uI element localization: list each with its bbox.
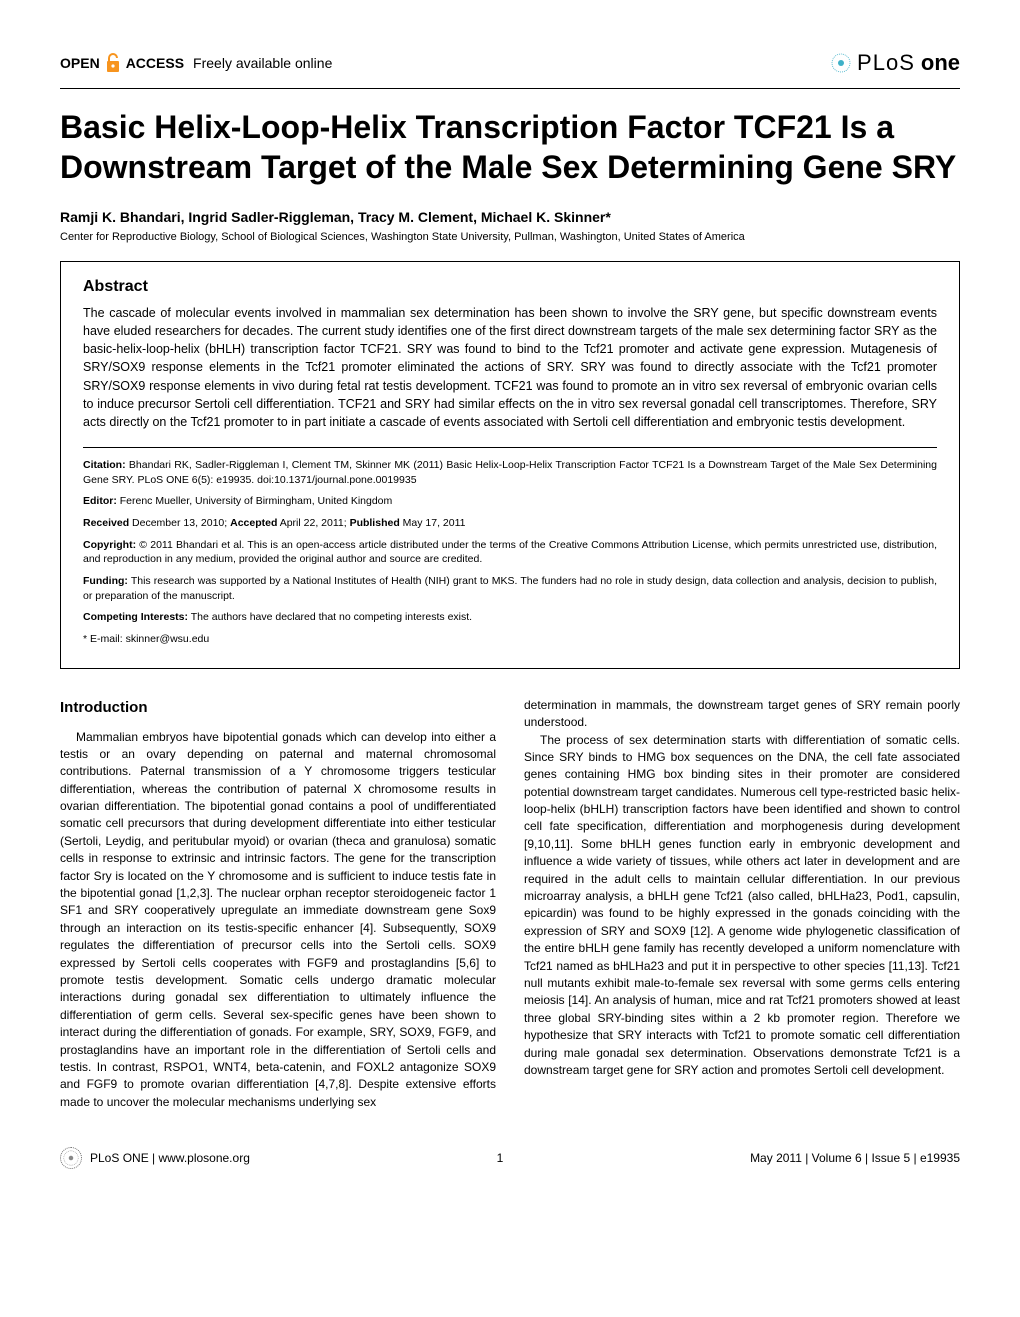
abstract-divider (83, 447, 937, 448)
email-text: skinner@wsu.edu (126, 633, 210, 645)
abstract-heading: Abstract (83, 278, 937, 296)
footer-left-text: PLoS ONE | www.plosone.org (90, 1151, 250, 1165)
top-rule (60, 88, 960, 89)
funding-line: Funding: This research was supported by … (83, 574, 937, 603)
intro-paragraph-2: determination in mammals, the downstream… (524, 697, 960, 732)
copyright-line: Copyright: © 2011 Bhandari et al. This i… (83, 538, 937, 567)
freely-available-label: Freely available online (193, 55, 332, 71)
page-container: OPEN ACCESS Freely available online PLoS… (0, 0, 1020, 1199)
intro-paragraph-3: The process of sex determination starts … (524, 732, 960, 1080)
copyright-label: Copyright: (83, 539, 136, 551)
dates-line: Received December 13, 2010; Accepted Apr… (83, 516, 937, 531)
journal-logo: PLoS one (831, 50, 960, 76)
citation-text: Bhandari RK, Sadler-Riggleman I, Clement… (83, 459, 937, 486)
abstract-text: The cascade of molecular events involved… (83, 304, 937, 431)
citation-line: Citation: Bhandari RK, Sadler-Riggleman … (83, 458, 937, 487)
competing-label: Competing Interests: (83, 611, 188, 623)
competing-text: The authors have declared that no compet… (188, 611, 472, 623)
one-text: one (921, 50, 960, 76)
funding-text: This research was supported by a Nationa… (83, 575, 937, 602)
affiliation-line: Center for Reproductive Biology, School … (60, 231, 960, 243)
open-label: OPEN (60, 55, 100, 71)
plos-icon (831, 53, 851, 73)
copyright-text: © 2011 Bhandari et al. This is an open-a… (83, 539, 937, 566)
intro-paragraph-1: Mammalian embryos have bipotential gonad… (60, 729, 496, 1112)
footer-page-number: 1 (497, 1151, 504, 1165)
article-title: Basic Helix-Loop-Helix Transcription Fac… (60, 107, 960, 187)
plos-text: PLoS (857, 50, 915, 76)
introduction-heading: Introduction (60, 697, 496, 719)
abstract-box: Abstract The cascade of molecular events… (60, 261, 960, 669)
published-text: May 17, 2011 (400, 517, 466, 529)
accepted-text: April 22, 2011; (277, 517, 349, 529)
column-left: Introduction Mammalian embryos have bipo… (60, 697, 496, 1111)
footer-left: PLoS ONE | www.plosone.org (60, 1147, 250, 1169)
footer-right-text: May 2011 | Volume 6 | Issue 5 | e19935 (750, 1151, 960, 1165)
accepted-label: Accepted (230, 517, 277, 529)
page-footer: PLoS ONE | www.plosone.org 1 May 2011 | … (60, 1141, 960, 1169)
column-right: determination in mammals, the downstream… (524, 697, 960, 1111)
received-label: Received (83, 517, 129, 529)
access-label: ACCESS (126, 55, 184, 71)
open-access-icon (105, 52, 121, 74)
funding-label: Funding: (83, 575, 128, 587)
header-bar: OPEN ACCESS Freely available online PLoS… (60, 50, 960, 76)
email-label: * E-mail: (83, 633, 126, 645)
editor-label: Editor: (83, 495, 117, 507)
footer-plos-icon (60, 1147, 82, 1169)
email-line: * E-mail: skinner@wsu.edu (83, 632, 937, 647)
published-label: Published (350, 517, 400, 529)
citation-label: Citation: (83, 459, 126, 471)
editor-text: Ferenc Mueller, University of Birmingham… (117, 495, 392, 507)
editor-line: Editor: Ferenc Mueller, University of Bi… (83, 494, 937, 509)
open-access-badge: OPEN ACCESS Freely available online (60, 52, 332, 74)
authors-line: Ramji K. Bhandari, Ingrid Sadler-Rigglem… (60, 209, 960, 225)
competing-line: Competing Interests: The authors have de… (83, 610, 937, 625)
received-text: December 13, 2010; (129, 517, 230, 529)
body-columns: Introduction Mammalian embryos have bipo… (60, 697, 960, 1111)
